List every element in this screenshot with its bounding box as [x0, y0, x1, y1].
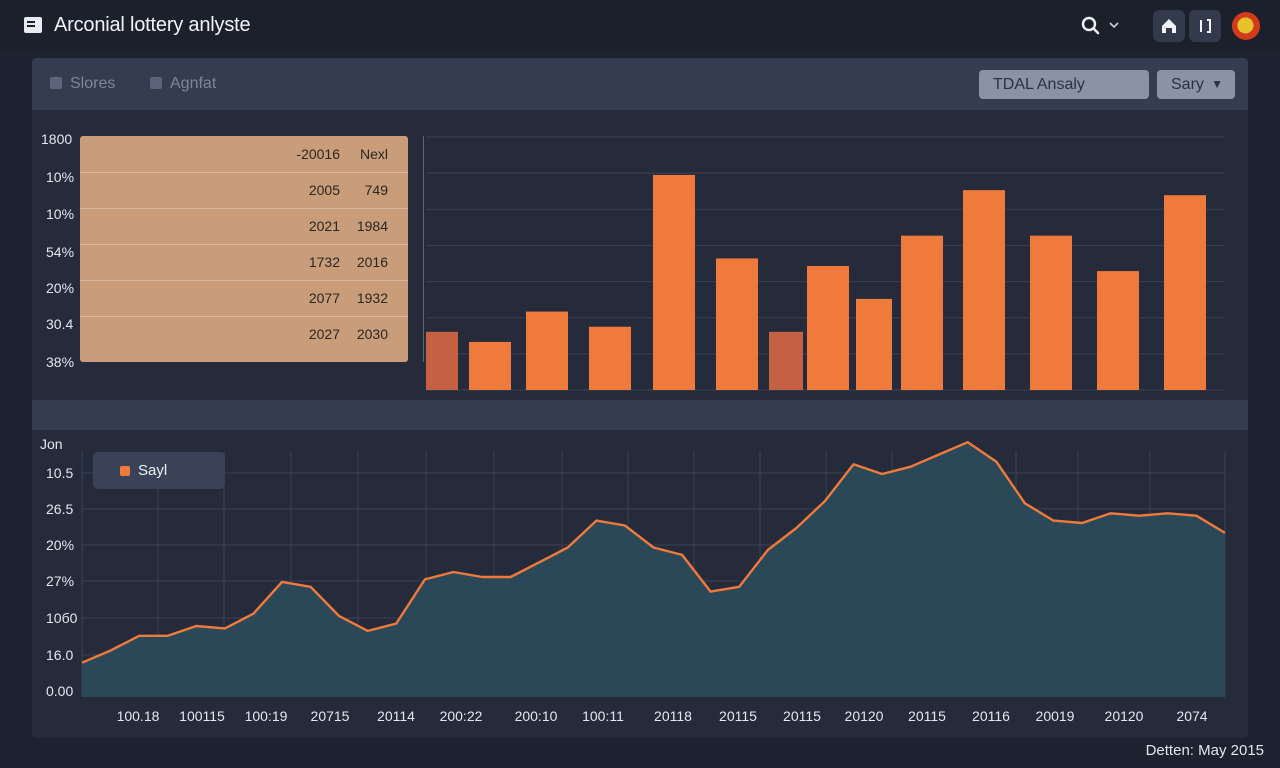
- analysis-input[interactable]: TDAL Ansaly: [979, 70, 1149, 99]
- bracket-icon: [1200, 19, 1211, 33]
- area-x-tick: 20115: [783, 708, 821, 724]
- bar: [469, 341, 511, 390]
- table-header-cell: Nexl: [359, 146, 388, 162]
- search-button[interactable]: [1080, 14, 1124, 38]
- table-y-tick: 30.4: [46, 316, 74, 332]
- bar: [807, 266, 849, 390]
- area-x-tick: 100.18: [116, 708, 160, 724]
- area-y-tick: 16.0: [46, 647, 74, 663]
- table-row: 1732 2016: [80, 244, 408, 281]
- legend-swatch: [120, 466, 130, 476]
- bar: [856, 298, 892, 390]
- toolbar-item-stores[interactable]: Slores: [50, 75, 115, 93]
- area-y-tick: 27%: [46, 573, 75, 589]
- area-line: [81, 441, 1226, 664]
- toolbar-item-agnfat[interactable]: Agnfat: [150, 75, 216, 93]
- area-y-tick: 10б0: [46, 610, 78, 626]
- table-y-tick: 10%: [46, 169, 75, 185]
- area-x-tick: 20114: [377, 708, 415, 724]
- area-x-tick: 20715: [310, 708, 350, 724]
- agnfat-icon: [150, 77, 162, 89]
- legend-label: Sayl: [138, 462, 168, 479]
- table-row: 2021 1984: [80, 208, 408, 245]
- area-y-tick: 0.00: [46, 683, 74, 699]
- footer-date: Detten: May 2015: [1145, 742, 1264, 759]
- toolbar-item-label: Agnfat: [170, 75, 217, 92]
- area-x-tick: 20019: [1035, 708, 1075, 724]
- section-divider: [32, 400, 1248, 430]
- area-x-tick: 20115: [719, 708, 757, 724]
- bar: [426, 331, 458, 390]
- bar: [963, 190, 1005, 390]
- bar: [1164, 195, 1206, 390]
- table-cell: 2021: [308, 218, 340, 234]
- top-bar: [0, 0, 1280, 52]
- area-y-tick: 26.5: [46, 501, 74, 517]
- area-x-tick: 20120: [1104, 708, 1144, 724]
- area-x-tick: 2074: [1176, 708, 1208, 724]
- sort-select-value: Sary: [1171, 76, 1204, 93]
- bar: [1097, 271, 1139, 390]
- area-fill: [82, 442, 1225, 697]
- table-cell: 2016: [356, 254, 388, 270]
- bar: [1030, 235, 1072, 390]
- area-x-tick: 100115: [179, 708, 225, 724]
- table-cell: 2027: [308, 326, 340, 342]
- area-y-tick: 20%: [46, 537, 75, 553]
- table-cell: 749: [364, 182, 388, 198]
- table-y-tick: 1800: [41, 131, 73, 147]
- bar: [901, 235, 943, 390]
- bracket-button[interactable]: [1189, 10, 1221, 42]
- table-header-cell: -20016: [296, 146, 340, 162]
- table-cell: 1932: [356, 290, 388, 306]
- area-y-tick: 10.5: [46, 465, 74, 481]
- bar: [653, 174, 695, 390]
- area-x-tick: 20115: [908, 708, 946, 724]
- bar: [769, 331, 803, 390]
- toolbar-item-label: Slores: [70, 75, 116, 92]
- table-cell: 1984: [356, 218, 388, 234]
- area-x-tick: 20116: [972, 708, 1010, 724]
- table-y-tick: 54%: [46, 244, 75, 260]
- chevron-down-icon: ▼: [1211, 77, 1223, 91]
- home-icon: [1162, 19, 1176, 33]
- area-x-tick: 100:19: [244, 708, 288, 724]
- avatar-icon[interactable]: [1232, 12, 1260, 40]
- stores-icon: [50, 77, 62, 89]
- area-x-tick: 20118: [654, 708, 692, 724]
- area-x-tick: 100:11: [582, 708, 624, 724]
- area-x-tick: 200:22: [439, 708, 483, 724]
- sort-select[interactable]: Sary ▼: [1157, 70, 1235, 99]
- table-cell: 2077: [308, 290, 340, 306]
- data-table: -20016 Nexl 2005 749 2021 1984 1732 2016…: [80, 136, 424, 362]
- table-row: 2077 1932: [80, 280, 408, 317]
- app-title: Arconial lottery anlyste: [54, 14, 251, 36]
- table-y-tick: 38%: [46, 354, 75, 370]
- bar: [526, 311, 568, 390]
- table-row: 2027 2030: [80, 316, 408, 352]
- table-cell: 2030: [356, 326, 388, 342]
- area-x-tick: 200:10: [514, 708, 558, 724]
- table-y-tick: 10%: [46, 206, 75, 222]
- search-icon: [1081, 16, 1119, 35]
- bar: [589, 326, 631, 390]
- area-x-tick: 20120: [844, 708, 884, 724]
- menu-icon[interactable]: [24, 17, 42, 33]
- table-row: 2005 749: [80, 172, 408, 209]
- table-cell: 1732: [308, 254, 340, 270]
- home-button[interactable]: [1153, 10, 1185, 42]
- table-y-tick: 20%: [46, 280, 75, 296]
- bar: [716, 258, 758, 390]
- chevron-down-icon: [1109, 22, 1119, 29]
- table-header-row: -20016 Nexl: [80, 136, 408, 173]
- table-cell: 2005: [308, 182, 340, 198]
- legend[interactable]: Sayl: [93, 452, 225, 489]
- table-divider: [423, 136, 424, 362]
- area-y-label: Jon: [40, 436, 63, 452]
